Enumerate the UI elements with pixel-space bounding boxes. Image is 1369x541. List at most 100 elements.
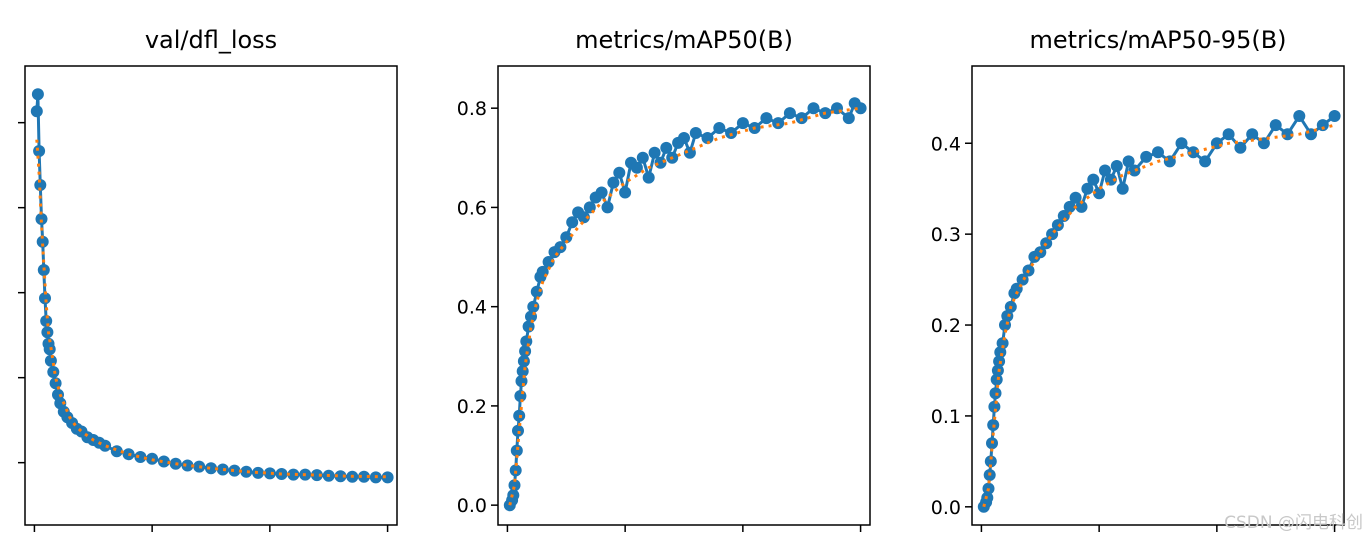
data-point	[689, 127, 702, 139]
data-point	[527, 300, 540, 313]
y-tick-label: 0.0	[457, 495, 487, 517]
data-point	[1063, 200, 1076, 213]
data-point	[1246, 128, 1259, 141]
data-point	[1293, 110, 1306, 122]
data-point	[1222, 128, 1235, 141]
data-point	[994, 346, 1007, 359]
data-point	[99, 439, 112, 452]
data-point	[560, 231, 573, 244]
data-point	[1140, 150, 1153, 163]
chart-panel-1: val/dfl_loss	[18, 26, 398, 532]
data-point	[1269, 119, 1282, 132]
axes-frame	[971, 65, 1345, 526]
data-point	[1199, 155, 1212, 168]
data-point	[678, 132, 690, 144]
data-point	[216, 463, 229, 476]
chart-panel-3: metrics/mAP50-95(B) 0.0 0.1 0.2 0.3 0.4	[931, 26, 1345, 532]
data-point	[1116, 182, 1129, 195]
data-point	[613, 166, 626, 179]
data-point	[1016, 273, 1029, 286]
data-point	[842, 112, 855, 125]
data-point	[1081, 182, 1094, 195]
data-point	[701, 132, 714, 144]
data-point	[1175, 137, 1188, 150]
data-point	[514, 390, 527, 402]
data-point	[157, 455, 170, 468]
data-point	[1040, 237, 1053, 250]
series-line	[508, 100, 862, 506]
data-point	[542, 256, 555, 268]
data-point	[990, 373, 1003, 386]
data-point	[263, 467, 276, 480]
data-point	[517, 355, 530, 368]
data-point	[795, 112, 808, 125]
data-point	[181, 459, 194, 472]
data-point	[30, 105, 43, 118]
data-point	[35, 213, 48, 225]
data-point	[642, 171, 655, 184]
data-point	[381, 471, 394, 484]
watermark: CSDN @闪电科创	[1224, 513, 1363, 533]
data-point	[984, 455, 997, 468]
data-point	[205, 462, 217, 475]
data-point	[512, 424, 524, 437]
chart-title: metrics/mAP50(B)	[575, 26, 793, 54]
data-point	[39, 292, 51, 305]
data-point	[334, 470, 347, 483]
chart-title: metrics/mAP50-95(B)	[1029, 26, 1286, 54]
data-point	[630, 161, 643, 174]
data-point	[783, 107, 796, 120]
data-point	[1128, 164, 1141, 177]
y-tick-label: 0.2	[931, 315, 961, 337]
data-point	[595, 186, 608, 199]
axes-frame	[497, 65, 871, 526]
data-point	[287, 468, 300, 481]
data-point	[134, 451, 147, 463]
data-point	[619, 186, 632, 199]
data-point	[510, 444, 523, 457]
data-point	[1087, 173, 1100, 186]
data-point	[509, 464, 522, 477]
y-tick-label: 0.4	[457, 297, 487, 319]
data-point	[854, 102, 867, 115]
data-point	[1152, 146, 1164, 159]
smooth-line	[35, 139, 388, 479]
data-point	[228, 464, 241, 477]
data-point	[1234, 141, 1247, 154]
smooth-line	[508, 106, 861, 506]
data-point	[358, 470, 370, 483]
data-point	[34, 179, 47, 191]
series-line	[35, 94, 388, 479]
data-point	[1093, 187, 1106, 200]
data-point	[636, 151, 649, 164]
data-point	[1328, 110, 1341, 122]
chart-panel-2: metrics/mAP50(B) 0.0 0.2 0.4 0.6 0.8	[457, 26, 871, 532]
data-point	[193, 460, 206, 473]
y-tick-label: 0.4	[931, 133, 961, 155]
data-point	[508, 479, 521, 492]
y-tick-label: 0.2	[457, 396, 487, 418]
data-point	[1001, 310, 1014, 322]
data-point	[996, 337, 1009, 350]
data-point	[577, 211, 590, 224]
data-point	[1110, 160, 1123, 172]
data-point	[1075, 200, 1088, 213]
data-point	[607, 176, 620, 189]
data-point	[601, 201, 614, 214]
data-point	[566, 216, 579, 229]
data-point	[736, 117, 749, 130]
y-tick-label: 0.6	[457, 197, 487, 219]
y-tick-label: 0.3	[931, 224, 961, 246]
data-point	[654, 156, 667, 169]
axes-frame	[24, 65, 398, 526]
data-point	[713, 122, 726, 134]
data-point	[1316, 119, 1329, 132]
data-point	[310, 469, 323, 482]
data-point	[554, 241, 567, 254]
data-point	[1099, 164, 1111, 177]
data-point	[1069, 191, 1082, 204]
y-tick-label: 0.1	[931, 406, 961, 428]
data-point	[807, 102, 820, 115]
data-point	[36, 235, 49, 248]
data-point	[660, 141, 673, 154]
